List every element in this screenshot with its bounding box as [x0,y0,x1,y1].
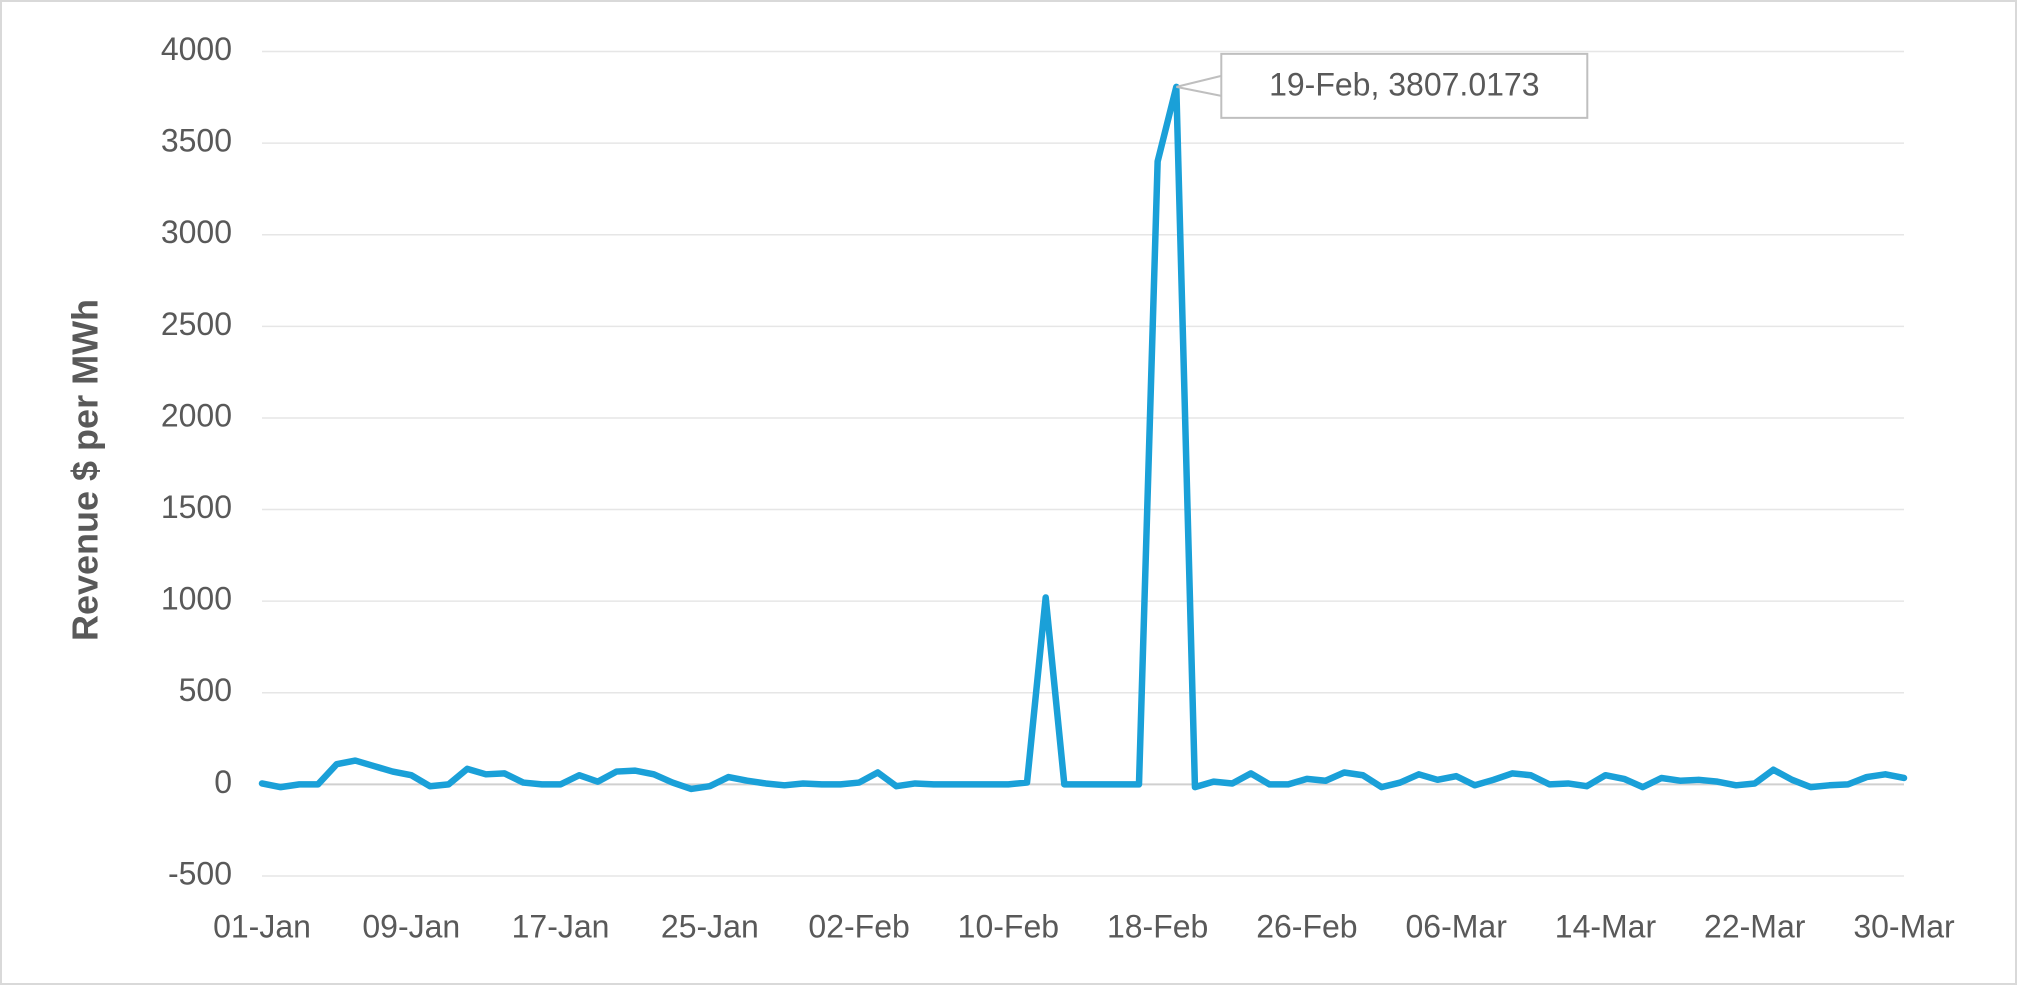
x-tick-label: 18-Feb [1107,908,1208,944]
x-tick-label: 02-Feb [808,908,909,944]
y-tick-label: 2500 [161,306,232,342]
line-series [258,83,1908,793]
y-tick-label: -500 [168,855,232,891]
x-tick-label: 25-Jan [661,908,759,944]
y-axis-title: Revenue $ per MWh [65,299,106,641]
y-tick-label: 1000 [161,581,232,617]
y-tick-label: 2000 [161,397,232,433]
x-tick-label: 22-Mar [1704,908,1806,944]
annotation-text: 19-Feb, 3807.0173 [1269,66,1539,102]
x-tick-label: 10-Feb [958,908,1059,944]
x-tick-label: 09-Jan [362,908,460,944]
y-tick-label: 1500 [161,489,232,525]
x-tick-label: 06-Mar [1406,908,1508,944]
annotation-leader [1176,74,1222,97]
x-tick-label: 01-Jan [213,908,311,944]
x-tick-label: 30-Mar [1853,908,1955,944]
y-tick-label: 4000 [161,31,232,67]
annotation-box [1220,52,1589,119]
y-tick-label: 3000 [161,214,232,250]
x-tick-label: 26-Feb [1256,908,1357,944]
y-tick-label: 0 [214,764,232,800]
x-tick-label: 17-Jan [512,908,610,944]
y-tick-label: 500 [179,672,232,708]
x-tick-label: 14-Mar [1555,908,1657,944]
y-tick-label: 3500 [161,123,232,159]
